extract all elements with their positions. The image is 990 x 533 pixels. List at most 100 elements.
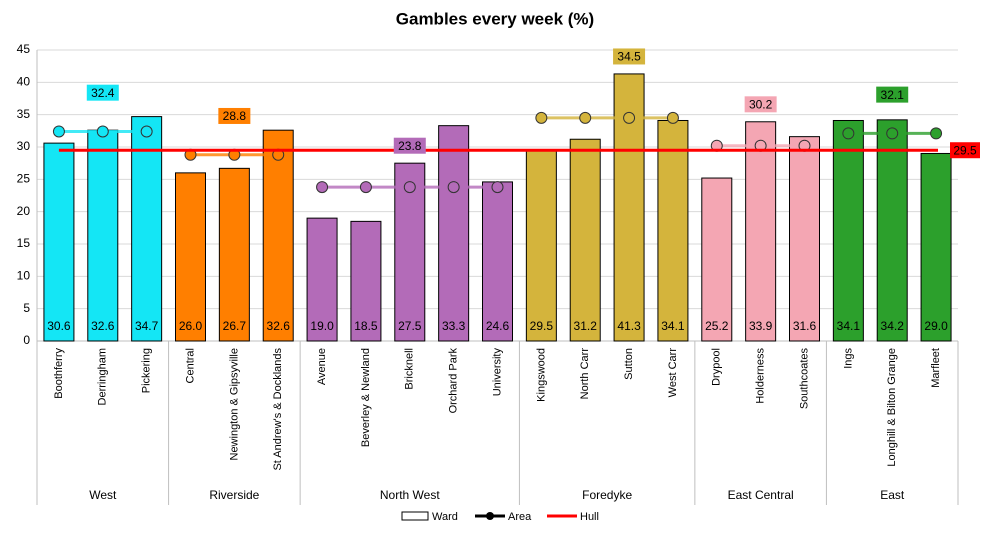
area-label-bg [393, 137, 426, 154]
legend-swatch [486, 512, 494, 520]
area-marker [623, 111, 636, 124]
bar [350, 220, 382, 342]
x-tick-label: Sutton [623, 348, 635, 380]
x-tick-label: Pickering [141, 348, 153, 393]
x-tick-label: Derringham [97, 348, 109, 405]
area-marker [666, 111, 679, 124]
value-label: 33.3 [442, 319, 466, 333]
area-label-bg [876, 86, 909, 103]
x-tick-label: St Andrew's & Docklands [272, 348, 284, 471]
area-label-bg [613, 48, 646, 65]
y-tick-label: 20 [17, 204, 31, 218]
value-label: 25.2 [705, 319, 729, 333]
area-marker [52, 125, 65, 138]
bar [438, 125, 470, 342]
x-tick-label: Southcoates [798, 348, 810, 410]
value-label: 27.5 [398, 319, 422, 333]
area-marker [403, 181, 416, 194]
y-tick-label: 10 [17, 269, 31, 283]
bar [832, 119, 864, 342]
bar [525, 149, 557, 342]
area-label-bg [218, 107, 251, 124]
x-tick-label: Marfleet [930, 348, 942, 388]
x-tick-label: Bricknell [404, 348, 416, 390]
area-marker [447, 181, 460, 194]
x-tick-label: West Carr [667, 348, 679, 398]
hull-label-bg [950, 142, 980, 159]
area-marker [886, 127, 899, 140]
area-label: 32.4 [91, 86, 115, 100]
value-label: 32.6 [267, 319, 291, 333]
area-marker [96, 125, 109, 138]
bar [920, 152, 952, 342]
value-label: 26.0 [179, 319, 203, 333]
area-marker [842, 127, 855, 140]
bar [87, 129, 119, 342]
bar [262, 129, 294, 342]
chart-title: Gambles every week (%) [396, 9, 594, 28]
x-tick-label: Beverley & Newland [360, 348, 372, 447]
x-tick-label: Longhill & Bilton Grange [886, 348, 898, 467]
y-tick-label: 25 [17, 172, 31, 186]
x-tick-label: Avenue [316, 348, 328, 385]
x-tick-label: Central [184, 348, 196, 383]
value-label: 32.6 [91, 319, 115, 333]
group-label: West [89, 488, 117, 502]
y-tick-label: 0 [23, 333, 30, 347]
area-label-bg [86, 84, 119, 101]
value-label: 31.2 [574, 319, 598, 333]
value-label: 24.6 [486, 319, 510, 333]
bar [745, 121, 777, 342]
y-tick-label: 15 [17, 236, 31, 250]
legend-label: Area [508, 511, 532, 523]
value-label: 41.3 [617, 319, 641, 333]
y-tick-label: 5 [23, 301, 30, 315]
bar [175, 172, 206, 342]
group-label: East [880, 488, 905, 502]
value-label: 34.1 [837, 319, 861, 333]
bar [657, 119, 689, 342]
value-label: 34.2 [881, 319, 905, 333]
area-label: 32.1 [881, 88, 905, 102]
bar [43, 142, 75, 342]
value-label: 30.6 [47, 319, 71, 333]
x-tick-label: Boothferry [53, 348, 65, 399]
area-label-bg [744, 96, 777, 113]
area-marker [579, 111, 592, 124]
group-label: East Central [728, 488, 794, 502]
x-tick-label: Kingswood [535, 348, 547, 402]
group-label: Riverside [209, 488, 259, 502]
area-marker [316, 181, 329, 194]
legend-swatch [401, 511, 429, 521]
bar [218, 167, 250, 342]
x-tick-label: Orchard Park [448, 348, 460, 414]
bar [569, 138, 601, 342]
group-label: North West [380, 488, 440, 502]
area-marker [491, 181, 504, 194]
area-marker [359, 181, 372, 194]
area-label: 28.8 [223, 109, 247, 123]
area-marker [535, 111, 548, 124]
bar [131, 116, 163, 342]
value-label: 29.5 [530, 319, 554, 333]
area-label: 23.8 [398, 139, 422, 153]
x-tick-label: University [491, 348, 503, 397]
value-label: 34.7 [135, 319, 159, 333]
x-tick-label: Drypool [711, 348, 723, 386]
x-tick-label: Newington & Gipsyville [228, 348, 240, 461]
y-tick-label: 35 [17, 107, 31, 121]
value-label: 29.0 [924, 319, 948, 333]
area-label: 30.2 [749, 97, 773, 111]
bar [306, 217, 338, 342]
value-label: 34.1 [661, 319, 685, 333]
area-marker [140, 125, 153, 138]
y-tick-label: 30 [17, 139, 31, 153]
bar [482, 181, 513, 342]
area-label: 34.5 [617, 50, 641, 64]
bar [789, 136, 820, 342]
value-label: 26.7 [223, 319, 247, 333]
x-tick-label: North Carr [579, 348, 591, 400]
y-tick-label: 45 [17, 42, 31, 56]
x-tick-label: Ings [842, 348, 854, 369]
